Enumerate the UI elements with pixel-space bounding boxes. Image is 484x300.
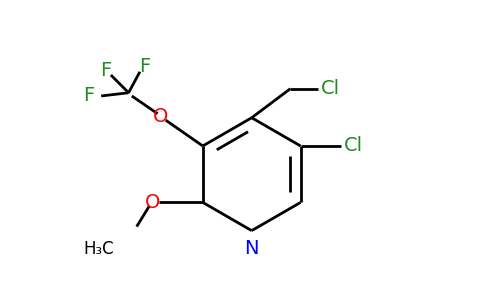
Text: N: N (244, 239, 259, 258)
Text: H₃C: H₃C (83, 239, 114, 257)
Text: O: O (153, 107, 168, 126)
Text: F: F (83, 86, 95, 106)
Text: Cl: Cl (344, 136, 363, 155)
Text: F: F (100, 61, 112, 80)
Text: F: F (139, 57, 151, 76)
Text: Cl: Cl (321, 79, 340, 98)
Text: O: O (145, 193, 161, 212)
